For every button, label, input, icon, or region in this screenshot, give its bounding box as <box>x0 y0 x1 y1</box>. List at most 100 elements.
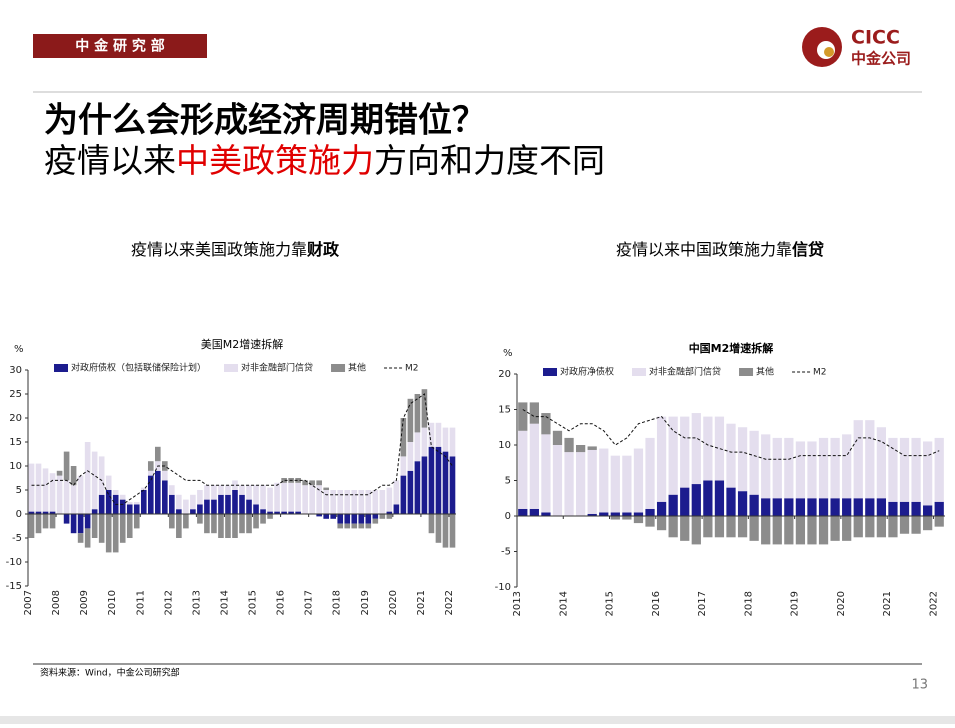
legend-label: 其他 <box>756 366 774 378</box>
y-axis-label: % <box>503 348 513 359</box>
bar-segment <box>934 437 944 502</box>
bar-segment <box>668 516 678 538</box>
bar-segment <box>176 509 182 514</box>
bar-segment <box>323 487 330 490</box>
bar-segment <box>726 423 736 488</box>
bar-segment <box>842 434 852 499</box>
bar-segment <box>70 466 77 486</box>
bar-segment <box>105 514 112 553</box>
bar-segment <box>281 482 287 512</box>
bar-segment <box>691 413 701 485</box>
x-tick-label: 2017 <box>304 590 315 615</box>
caption-bold: 财政 <box>306 240 340 259</box>
bar-segment <box>761 434 771 499</box>
bar-segment <box>351 523 358 529</box>
bar-segment <box>176 514 182 538</box>
x-tick-label: 2014 <box>219 590 230 615</box>
bar-segment <box>42 468 49 512</box>
bar-segment <box>784 498 794 516</box>
bar-segment <box>49 511 56 514</box>
bar-segment <box>645 437 655 509</box>
legend-label: M2 <box>405 364 419 374</box>
bar-segment <box>267 487 273 512</box>
bar-segment <box>232 490 238 514</box>
bar-segment <box>288 482 294 512</box>
bar-segment <box>365 523 372 529</box>
bar-segment <box>169 494 175 514</box>
bar-segment <box>703 480 713 516</box>
y-tick-label: 20 <box>498 369 511 380</box>
bar-segment <box>218 494 224 514</box>
bar-segment <box>428 514 435 534</box>
bar-segment <box>274 511 280 514</box>
bar-segment <box>923 505 933 516</box>
bar-segment <box>316 514 322 517</box>
bar-segment <box>77 533 84 543</box>
bar-segment <box>807 498 817 516</box>
legend-swatch <box>224 364 239 372</box>
bar-segment <box>176 494 182 510</box>
x-tick-label: 2017 <box>697 591 708 616</box>
x-tick-label: 2016 <box>651 591 662 616</box>
bar-segment <box>668 494 678 516</box>
bar-segment <box>239 485 245 495</box>
bar-segment <box>795 516 806 545</box>
slide-title: 为什么会形成经济周期错位？ <box>44 101 486 141</box>
bar-segment <box>888 516 898 538</box>
y-tick-label: -10 <box>495 582 511 593</box>
bar-segment <box>622 512 632 516</box>
y-tick-label: 10 <box>9 461 22 472</box>
bar-segment <box>112 514 119 553</box>
bar-segment <box>587 449 597 514</box>
bar-segment <box>358 523 365 529</box>
bar-segment <box>281 511 287 514</box>
bar-segment <box>656 516 667 531</box>
bar-segment <box>435 514 442 543</box>
bar-segment <box>232 480 238 490</box>
bar-segment <box>119 494 126 500</box>
y-tick-label: 25 <box>9 389 22 400</box>
bar-segment <box>204 499 210 514</box>
bar-segment <box>211 514 217 534</box>
y-axis-label: % <box>14 344 24 355</box>
bar-segment <box>552 430 563 445</box>
bar-segment <box>225 494 231 514</box>
caption-part: 疫情以来中国政策施力靠 <box>616 240 792 259</box>
bar-segment <box>703 416 713 481</box>
y-tick-label: 5 <box>505 476 511 487</box>
bar-segment <box>154 470 161 514</box>
bar-segment <box>239 494 245 514</box>
bar-segment <box>239 514 245 534</box>
bar-segment <box>169 485 175 495</box>
bar-segment <box>260 485 266 510</box>
bar-segment <box>784 437 794 499</box>
bar-segment <box>147 470 154 476</box>
bar-segment <box>162 470 168 481</box>
x-tick-label: 2015 <box>605 591 616 616</box>
bar-segment <box>140 487 147 490</box>
bar-segment <box>622 516 632 520</box>
bar-segment <box>133 504 140 514</box>
bar-segment <box>587 446 597 450</box>
legend-label: 对政府净债权 <box>560 366 614 378</box>
bar-segment <box>358 514 365 524</box>
bar-segment <box>260 509 266 514</box>
bar-segment <box>63 480 70 514</box>
bar-segment <box>98 514 105 543</box>
bar-segment <box>253 485 259 505</box>
bar-segment <box>400 475 407 514</box>
bar-segment <box>518 430 528 509</box>
bar-segment <box>807 516 817 545</box>
bar-segment <box>98 494 105 514</box>
legend-swatch <box>543 368 557 376</box>
bar-segment <box>309 485 315 514</box>
bar-segment <box>63 514 70 524</box>
bar-segment <box>253 514 259 529</box>
bar-segment <box>899 516 910 534</box>
bar-segment <box>218 485 224 495</box>
bar-segment <box>442 427 449 452</box>
bar-segment <box>726 516 736 538</box>
bar-segment <box>393 480 400 505</box>
bar-segment <box>386 487 393 512</box>
bar-segment <box>772 498 782 516</box>
